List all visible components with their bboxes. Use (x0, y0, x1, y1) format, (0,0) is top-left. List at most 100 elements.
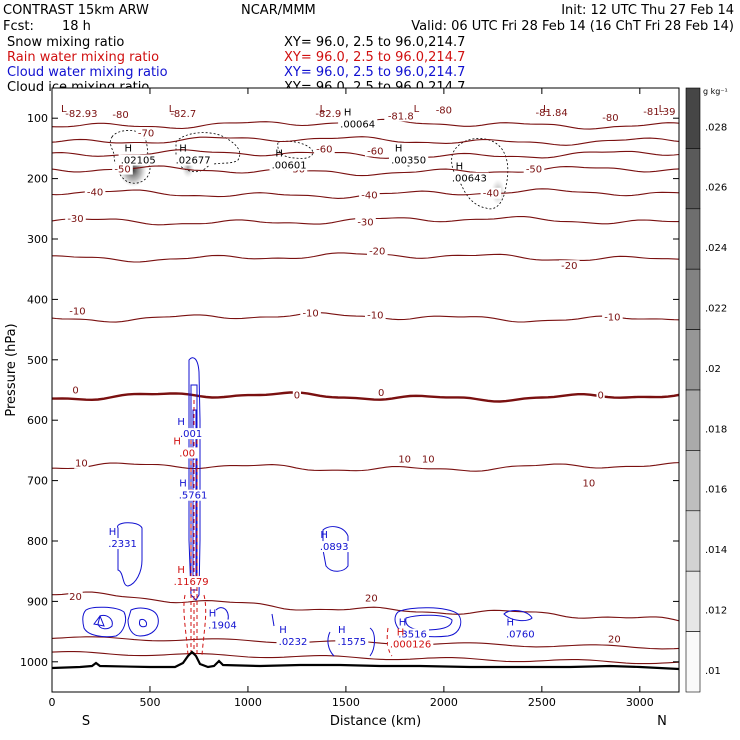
cloud-water-contour-9 (139, 619, 147, 628)
temperature-label-bg-32 (421, 453, 436, 465)
rain-label-2: .000126 (390, 639, 431, 650)
temperature-label-4: -81.8 (388, 111, 414, 122)
colorbar-unit: g kg⁻¹ (703, 87, 728, 96)
model-title: CONTRAST 15km ARW (3, 3, 149, 18)
rain-label-bg-1 (171, 576, 211, 588)
cloud-water-contour-10 (93, 614, 105, 627)
cloud-water-contour-6 (82, 606, 127, 638)
cloud-water-contour-7 (97, 615, 113, 630)
temperature-label-20: -20 (369, 247, 385, 258)
temperature-label-32: 10 (422, 454, 435, 465)
colorbar-swatch-4 (685, 329, 701, 391)
rain-label-1: .11679 (174, 577, 209, 588)
forecast-hour: 18 h (62, 19, 91, 34)
terrain-path (52, 650, 679, 671)
cloud-water-label-bg-8 (503, 628, 537, 640)
cloud-water-label-bg-0 (177, 428, 205, 440)
cloud-water-contour-12 (271, 613, 275, 627)
snow-label-bg-5 (338, 118, 378, 130)
temperature-label-5: -80 (436, 105, 452, 116)
temperature-label-8: -81.39 (643, 107, 675, 118)
y-tick-label-900: 900 (27, 595, 48, 608)
temperature-label-23: -10 (302, 308, 318, 319)
cloud-water-label-bg-6 (335, 635, 369, 647)
x-tick-label-1500: 1500 (332, 696, 360, 709)
snow-high-marker-4: H (456, 162, 464, 173)
temperature-label-bg-5 (433, 104, 455, 116)
temperature-label-bg-21 (559, 260, 580, 272)
terrain-line (52, 650, 679, 671)
cloud-water-label-bg-5 (276, 635, 310, 647)
temperature-label-bg-23 (300, 307, 321, 319)
forecast-label: Fcst: (3, 19, 34, 34)
colorbar-swatch-1 (685, 148, 701, 210)
temperature-label-31: 10 (398, 454, 411, 465)
temperature-label-2: -82.7 (170, 109, 196, 120)
temperature-label-bg-20 (367, 245, 388, 257)
header: CONTRAST 15km ARW NCAR/MMM Init: 12 UTC … (3, 3, 734, 95)
temperature-contour-10 (52, 462, 679, 472)
snow-contour-3 (277, 140, 314, 159)
temperature-contour-low-1 (52, 651, 679, 665)
cloud-water-label-3: .0893 (320, 542, 349, 553)
cloud-water-contour-13 (327, 631, 335, 657)
temperature-label-bg-24 (365, 309, 386, 321)
cloud-water-label-5: .0232 (279, 637, 308, 648)
y-tick-label-700: 700 (27, 475, 48, 488)
cloud-water-high-marker-1: H (179, 479, 187, 490)
snow-label-bg-1 (173, 154, 213, 166)
temperature-label-14: -50 (526, 165, 542, 176)
south-endpoint-label: S (82, 714, 90, 729)
colorbar-swatch-3 (685, 268, 701, 330)
temperature-label-29: 0 (597, 390, 603, 401)
field-list: Snow mixing ratio XY= 96.0, 2.5 to 96.0,2… (7, 35, 465, 95)
rain-high-marker-1: H (177, 565, 185, 576)
snow-high-marker-1: H (179, 144, 187, 155)
temperature-label-11: -60 (367, 146, 383, 157)
contour-labels: -82.93 -80 -82.7 -82.9 -81.8 -80 -81.84 -80 -81.… (61, 104, 679, 650)
snow-label-5: .00064 (340, 119, 375, 130)
temperature-label-34: 20 (69, 592, 82, 603)
cloud-water-label-1: .5761 (179, 491, 208, 502)
temperature-label-19: -30 (357, 218, 373, 229)
cloud-water-contour-17 (503, 610, 533, 622)
colorbar-swatch-0 (685, 87, 701, 149)
temperature-label-24: -10 (367, 311, 383, 322)
cloud-water-label-bg-2 (106, 538, 139, 550)
plot-frame (51, 87, 680, 693)
temperature-label-1: -80 (112, 110, 128, 121)
temperature-label-25: -10 (604, 313, 620, 324)
field-xy-1: XY= 96.0, 2.5 to 96.0,214.7 (284, 50, 465, 65)
temperature-label-bg-27 (292, 389, 301, 401)
snow-high-marker-3: H (395, 144, 403, 155)
x-tick-label-500: 500 (139, 696, 160, 709)
field-name-2: Cloud water mixing ratio (7, 65, 168, 80)
temperature-label-17: -40 (483, 189, 499, 200)
temperature-label-12: -50 (114, 165, 130, 176)
temperature-label-bg-30 (74, 457, 89, 469)
colorbar-swatch-5 (685, 389, 701, 451)
snow-high-marker-5: H (344, 107, 352, 118)
colorbar-tick-2: .024 (705, 243, 727, 254)
cloud-water-high-marker-4: H (209, 609, 217, 620)
temperature-label-36: 20 (608, 634, 621, 645)
y-tick-label-800: 800 (27, 535, 48, 548)
snow-high-marker-0: H (124, 144, 132, 155)
x-tick-label-2000: 2000 (430, 696, 458, 709)
cloud-water-high-marker-0: H (177, 417, 185, 428)
cloud-water-contour-16 (405, 614, 453, 631)
temperature-label-bg-4 (384, 110, 418, 122)
rain-label-bg-0 (176, 447, 198, 459)
cloud-water-contour-5 (322, 526, 349, 572)
cloud-water-label-4: .1904 (208, 621, 237, 632)
colorbar-swatch-7 (685, 510, 701, 572)
temperature-label-0: -82.93 (65, 109, 97, 120)
low-marker-5: L (659, 104, 665, 115)
cloud-water-high-marker-5: H (279, 625, 287, 636)
cloud-water-label-2: .2331 (108, 539, 137, 550)
cloud-water-high-marker-8: H (507, 618, 515, 629)
plot-background (52, 88, 679, 692)
temperature-label-26: 0 (72, 386, 78, 397)
temperature-label-bg-15 (84, 186, 106, 198)
temperature-label-bg-35 (364, 592, 379, 604)
